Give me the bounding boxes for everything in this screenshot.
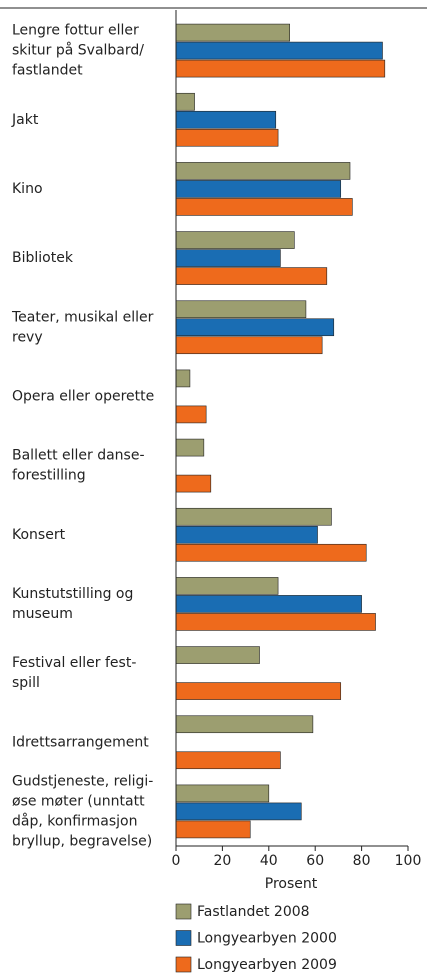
bar (175, 180, 342, 198)
bar (175, 751, 281, 770)
legend-swatch (175, 956, 192, 973)
y-tick-label: Jakt (11, 112, 39, 128)
bar (175, 249, 281, 267)
x-tick-label: 100 (395, 853, 422, 869)
y-tick-label: Konsert (12, 527, 66, 543)
bar (175, 525, 318, 544)
y-tick-label: Kunstutstilling og museum (12, 586, 133, 622)
bar (175, 231, 295, 249)
bar (175, 646, 260, 664)
bar (175, 507, 332, 526)
bar (175, 438, 205, 457)
bar (175, 198, 353, 216)
legend-swatch (175, 903, 192, 920)
legend-label: Fastlandet 2008 (197, 904, 310, 920)
bar (175, 715, 314, 734)
legend-label: Longyearbyen 2009 (197, 957, 337, 973)
bar (175, 474, 212, 493)
x-tick-label: 0 (172, 853, 181, 869)
bar (175, 820, 251, 839)
bar (175, 543, 367, 562)
y-tick-label: Kino (12, 181, 43, 197)
y-tick-label: Lengre fottur eller skitur på Svalbard/fa… (12, 23, 144, 79)
bar (175, 336, 323, 355)
bar (175, 682, 342, 700)
bar (175, 23, 290, 42)
x-axis-title: Prosent (265, 876, 318, 892)
y-tick-label: Teater, musikal eller revy (11, 309, 154, 345)
x-tick-label: 40 (260, 853, 278, 869)
y-tick-label: Festival eller fest-spill (12, 655, 136, 691)
bar (175, 41, 383, 60)
y-tick-label: Opera eller operette (12, 388, 154, 404)
y-tick-label: Idrettsarrangement (12, 734, 149, 750)
legend-swatch (175, 930, 192, 946)
bar (175, 405, 207, 424)
bar (175, 369, 191, 388)
bar (175, 318, 335, 337)
bar (175, 613, 376, 631)
legend-label: Longyearbyen 2000 (197, 931, 337, 947)
x-tick-label: 60 (306, 853, 324, 869)
bar (175, 595, 362, 613)
bar (175, 802, 302, 821)
x-tick-label: 80 (353, 853, 371, 869)
bar (175, 162, 351, 180)
x-tick-label: 20 (213, 853, 231, 869)
bar (175, 110, 277, 129)
y-tick-label: Ballett eller danse-forestilling (12, 448, 145, 484)
y-tick-label: Gudstjeneste, religi-øse møter (unntatt d… (12, 773, 153, 849)
bar (175, 577, 279, 595)
bar (175, 784, 270, 803)
bar (175, 92, 195, 111)
bar (175, 300, 307, 319)
bar (175, 59, 386, 78)
y-tick-label: Bibliotek (12, 250, 74, 266)
bar (175, 267, 328, 285)
bar (175, 128, 279, 147)
